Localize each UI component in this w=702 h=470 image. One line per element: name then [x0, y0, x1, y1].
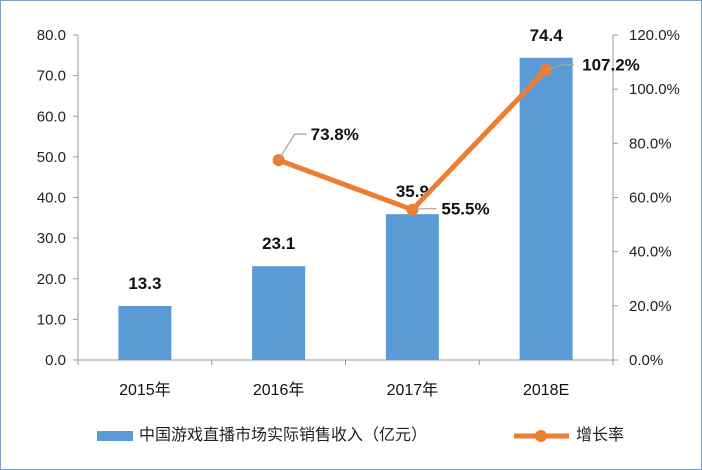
bar-value-label: 74.4 [530, 26, 564, 45]
legend-line-label: 增长率 [576, 426, 624, 444]
y-left-tick-label: 30.0 [37, 230, 66, 247]
y-right-tick-label: 100.0% [629, 81, 680, 98]
y-left-tick-label: 70.0 [37, 68, 66, 85]
bar-3 [385, 214, 439, 360]
y-right-tick-label: 80.0% [629, 135, 672, 152]
label-leader-line [412, 208, 437, 211]
bar-value-label: 13.3 [128, 274, 161, 293]
y-right-tick-label: 60.0% [629, 190, 672, 207]
bar-value-label: 23.1 [262, 234, 295, 253]
line-value-label: 107.2% [582, 56, 640, 75]
y-right-tick-label: 120.0% [629, 27, 680, 44]
label-leader-line [545, 64, 575, 71]
bar-2 [252, 266, 306, 360]
legend-bar-swatch [97, 431, 133, 441]
y-left-tick-label: 50.0 [37, 149, 66, 166]
y-left-tick-label: 10.0 [37, 311, 66, 328]
label-leader-line [278, 133, 307, 161]
y-right-tick-label: 0.0% [629, 352, 663, 369]
x-category-label: 2017年 [387, 381, 439, 399]
x-category-label: 2015年 [119, 381, 171, 399]
bar-4 [519, 57, 573, 360]
legend-bar-label: 中国游戏直播市场实际销售收入（亿元） [139, 426, 427, 444]
legend-line-marker [535, 430, 547, 442]
x-category-label: 2016年 [253, 381, 305, 399]
y-right-tick-label: 40.0% [629, 244, 672, 261]
bar-value-label: 35.9 [396, 182, 429, 201]
y-left-tick-label: 80.0 [37, 27, 66, 44]
y-left-tick-label: 20.0 [37, 271, 66, 288]
y-left-tick-label: 0.0 [45, 352, 66, 369]
line-value-label: 55.5% [441, 200, 489, 219]
y-left-tick-label: 40.0 [37, 190, 66, 207]
y-left-tick-label: 60.0 [37, 108, 66, 125]
y-right-tick-label: 20.0% [629, 298, 672, 315]
x-category-label: 2018E [523, 382, 569, 399]
line-value-label: 73.8% [311, 125, 359, 144]
bar-1 [118, 305, 172, 360]
